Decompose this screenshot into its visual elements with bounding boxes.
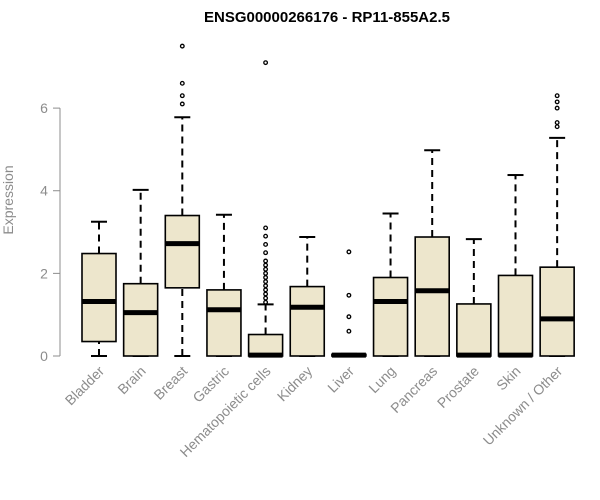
- outlier-point: [263, 275, 269, 280]
- outlier-point: [263, 279, 269, 285]
- box-prostate: [456, 238, 492, 358]
- box-body: [289, 285, 326, 357]
- outlier-point: [179, 93, 185, 99]
- box-pancreas: [414, 149, 451, 357]
- chart-title: ENSG00000266176 - RP11-855A2.5: [204, 9, 450, 26]
- outlier-point: [554, 105, 560, 111]
- outlier-point: [554, 124, 560, 130]
- box-body: [372, 276, 409, 357]
- box-body: [456, 303, 492, 357]
- box-skin: [497, 174, 534, 358]
- outlier-point: [263, 241, 269, 247]
- outlier-point: [263, 60, 269, 66]
- outlier-point: [263, 225, 269, 231]
- box-body: [122, 282, 159, 357]
- box-brain: [122, 188, 159, 357]
- y-tick-label: 0: [40, 348, 48, 364]
- outlier-point: [554, 99, 560, 105]
- y-tick-label: 6: [40, 100, 48, 116]
- y-axis-label: Expression: [0, 165, 16, 234]
- x-tick-label: Lung: [365, 363, 398, 396]
- x-tick-label: Brain: [114, 363, 148, 397]
- x-tick-label: Unknown / Other: [480, 363, 566, 449]
- outlier-point: [263, 233, 269, 239]
- outlier-point: [263, 262, 269, 268]
- outlier-point: [263, 266, 269, 272]
- outlier-point: [346, 249, 352, 255]
- outlier-point: [179, 80, 185, 86]
- y-tick-label: 4: [40, 183, 48, 199]
- boxes-group: [81, 43, 575, 358]
- x-tick-label: Skin: [493, 363, 524, 394]
- box-kidney: [289, 236, 326, 357]
- x-tick-label: Bladder: [62, 363, 108, 409]
- outlier-point: [263, 295, 269, 301]
- box-lung: [372, 212, 409, 357]
- box-unknown-other: [539, 93, 575, 357]
- outlier-point: [263, 283, 269, 289]
- x-tick-label: Liver: [324, 363, 357, 396]
- outlier-point: [263, 250, 269, 256]
- outlier-point: [263, 291, 269, 297]
- outlier-point: [263, 299, 269, 305]
- outlier-point: [179, 101, 185, 107]
- outlier-point: [263, 258, 269, 264]
- box-breast: [164, 43, 201, 357]
- outlier-point: [554, 93, 560, 99]
- outlier-point: [346, 292, 352, 298]
- outlier-point: [346, 328, 352, 334]
- outlier-point: [346, 314, 352, 320]
- y-axis: 0 2 4 6: [40, 100, 61, 364]
- box-body: [81, 252, 117, 343]
- box-body: [539, 266, 575, 357]
- outlier-point: [263, 270, 269, 276]
- box-body: [164, 214, 201, 289]
- box-liver: [331, 249, 367, 358]
- box-body: [206, 289, 242, 357]
- x-tick-label: Kidney: [274, 363, 316, 405]
- x-tick-label: Breast: [150, 363, 190, 403]
- box-hematopoietic-cells: [247, 60, 284, 358]
- outlier-point: [263, 287, 269, 293]
- x-tick-label: Prostate: [434, 363, 482, 411]
- outlier-point: [554, 120, 560, 126]
- y-tick-label: 2: [40, 265, 48, 281]
- outlier-point: [179, 43, 185, 49]
- box-bladder: [81, 220, 117, 357]
- box-body: [414, 236, 451, 357]
- box-body: [497, 274, 534, 357]
- box-gastric: [206, 213, 242, 357]
